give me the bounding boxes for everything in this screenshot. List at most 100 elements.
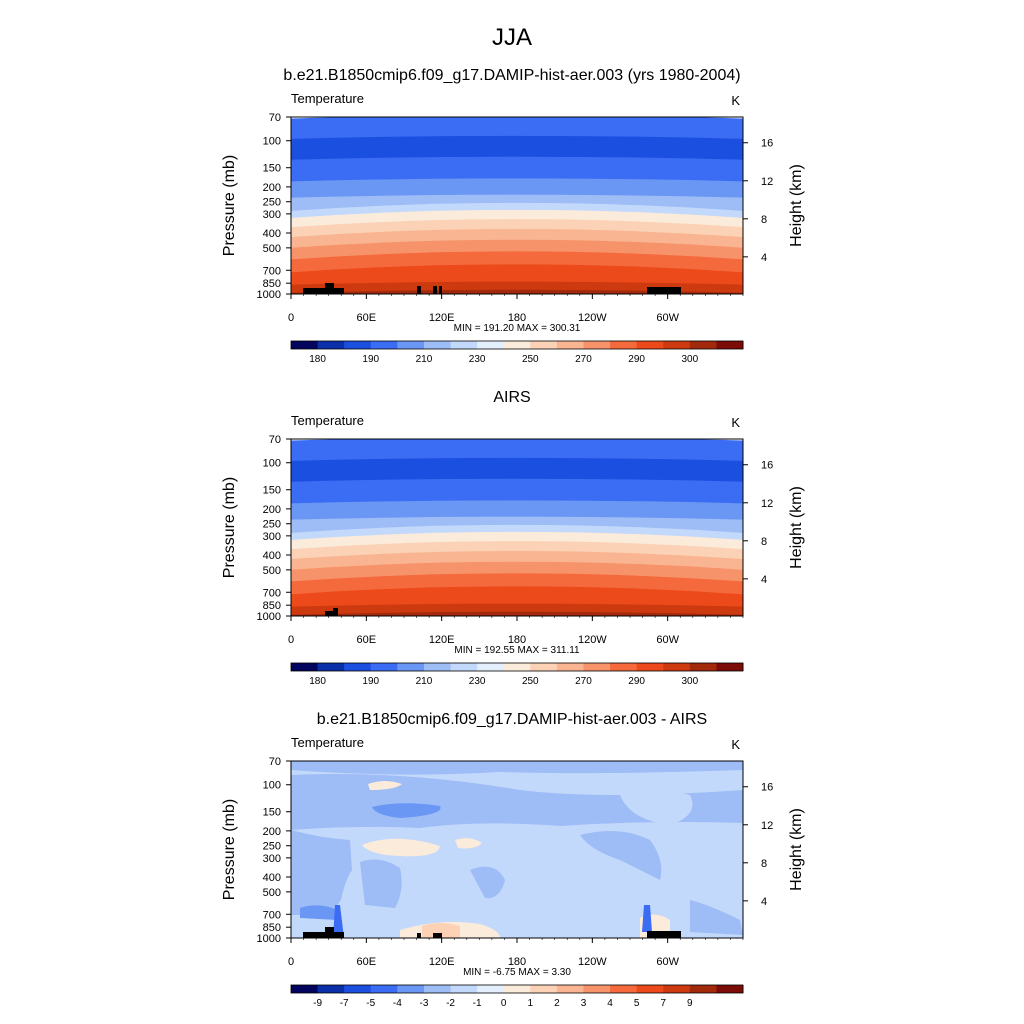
height-tick-label: 16 [761,782,773,794]
contour-region [580,831,662,880]
y-tick-label: 400 [263,872,281,884]
contour-region [291,830,352,915]
y-tick-label: 150 [263,807,281,819]
topography [325,611,336,616]
colorbar-swatch [530,663,558,671]
y-tick-label: 850 [263,922,281,934]
topography [417,286,421,294]
topography [303,932,344,938]
colorbar-swatch [556,985,584,993]
colorbar-label: 1 [528,998,534,1009]
min-max-stats: MIN = -6.75 MAX = 3.30 [463,967,571,978]
y-tick-label: 300 [263,853,281,865]
y-tick-label: 1000 [257,933,281,945]
y-tick-label: 400 [263,550,281,562]
colorbar-swatch [450,985,478,993]
colorbar-label: 190 [362,354,379,365]
figure-title: JJA [492,24,532,51]
panel-left-label: Temperature [291,91,364,106]
x-tick-label: 60E [357,956,377,968]
colorbar-label: 180 [309,354,326,365]
topography [433,286,437,294]
colorbar-label: 250 [522,354,539,365]
y-tick-label: 850 [263,278,281,290]
colorbar-swatch [530,341,558,349]
y-tick-label: 300 [263,209,281,221]
colorbar-swatch [397,985,425,993]
min-max-stats: MIN = 191.20 MAX = 300.31 [454,323,581,334]
y-tick-label: 200 [263,504,281,516]
colorbar-swatch [663,985,691,993]
colorbar-frame [290,340,744,350]
y-tick-label: 200 [263,826,281,838]
topography [647,931,681,938]
x-tick-label: 60W [656,634,679,646]
colorbar-swatch [716,341,744,349]
height-tick-label: 12 [761,176,773,188]
x-tick-label: 120E [429,956,455,968]
x-tick-label: 120W [578,956,607,968]
colorbar-swatch [450,663,478,671]
x-tick-label: 180 [508,634,526,646]
y-tick-label: 1000 [257,611,281,623]
contour-region [360,859,402,908]
contour-band [291,289,743,294]
y-tick-label: 150 [263,163,281,175]
x-tick-label: 120W [578,634,607,646]
colorbar-label: 300 [681,676,698,687]
colorbar-swatch [291,341,319,349]
topography [433,933,442,938]
colorbar-label: -1 [473,998,482,1009]
colorbar-swatch [370,341,398,349]
colorbar-swatch [291,663,319,671]
colorbar-label: 210 [416,676,433,687]
colorbar-swatch [344,663,372,671]
height-tick-label: 12 [761,498,773,510]
panel-left-label: Temperature [291,735,364,750]
colorbar-swatch [636,985,664,993]
colorbar-swatch [610,341,638,349]
y-tick-label: 700 [263,909,281,921]
colorbar-swatch [291,985,319,993]
topography [325,283,334,294]
x-tick-label: 60E [357,634,377,646]
x-tick-label: 60E [357,312,377,324]
panel-3: b.e21.B1850cmip6.f09_g17.DAMIP-hist-aer.… [221,711,805,1009]
colorbar-swatch [317,341,345,349]
colorbar-label: -3 [419,998,428,1009]
colorbar-label: 7 [660,998,666,1009]
contour-band [291,611,743,616]
colorbar-label: 230 [469,676,486,687]
colorbar-label: 270 [575,676,592,687]
colorbar-swatch [477,663,505,671]
topography [417,933,421,938]
colorbar-swatch [477,341,505,349]
colorbar-swatch [530,985,558,993]
colorbar-swatch [689,985,717,993]
y-tick-label: 70 [269,434,281,446]
colorbar-label: 2 [554,998,560,1009]
colorbar-frame [290,984,744,994]
colorbar-swatch [583,985,611,993]
x-tick-label: 60W [656,956,679,968]
contour-region [620,790,693,825]
panel-left-label: Temperature [291,413,364,428]
contour-region [291,761,743,775]
colorbar-swatch [344,985,372,993]
contour-region [470,866,505,899]
panel-unit-label: K [731,737,740,752]
height-tick-label: 4 [761,252,767,264]
colorbar-swatch [636,663,664,671]
colorbar-label: 4 [607,998,613,1009]
y-tick-label: 70 [269,112,281,124]
colorbar-frame [290,662,744,672]
colorbar-swatch [610,985,638,993]
contour-field [291,117,743,294]
panel-title: AIRS [493,389,530,406]
contour-region [368,781,402,790]
colorbar-label: 9 [687,998,693,1009]
colorbar-swatch [556,663,584,671]
height-tick-label: 12 [761,820,773,832]
height-tick-label: 4 [761,896,767,908]
